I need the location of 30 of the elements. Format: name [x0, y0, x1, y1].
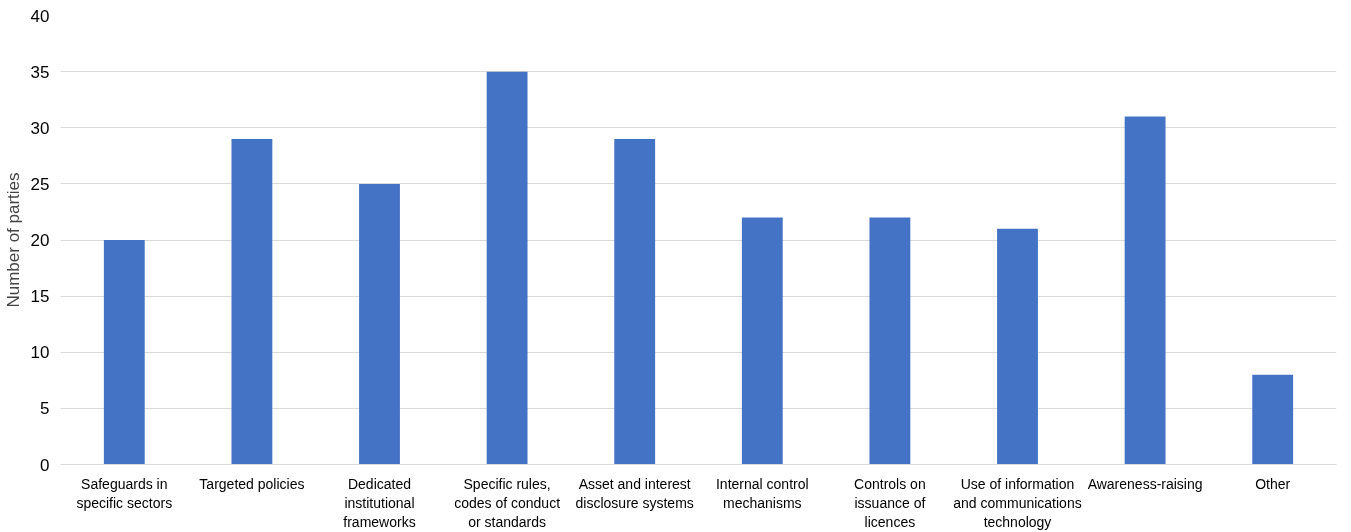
- x-tick-label: Internal control mechanisms: [716, 475, 809, 511]
- x-tick-label: Asset and interest disclosure systems: [575, 475, 694, 511]
- bar: [869, 217, 911, 465]
- y-tick-label: 35: [30, 62, 50, 82]
- bar: [1124, 116, 1166, 465]
- x-tick-label: Awareness-raising: [1087, 475, 1203, 492]
- y-axis-title: Number of parties: [3, 172, 23, 308]
- bar: [359, 183, 400, 465]
- bar: [741, 217, 783, 465]
- x-tick-label: Specific rules, codes of conduct or standards: [454, 475, 561, 530]
- y-tick-label: 0: [40, 455, 50, 475]
- x-tick-label: Controls on issuance of licences: [854, 475, 926, 530]
- y-tick-label: 30: [30, 118, 50, 138]
- y-tick-label: 15: [30, 287, 50, 307]
- x-tick-label: Dedicated institutional frameworks: [343, 475, 416, 530]
- x-tick-label: Use of information and communications technology: [953, 475, 1082, 530]
- y-tick-label: 40: [30, 6, 50, 26]
- bar: [1252, 374, 1294, 465]
- x-tick-label: Other: [1255, 475, 1291, 492]
- bar: [997, 228, 1038, 465]
- x-tick-label: Safeguards in specific sectors: [76, 475, 173, 511]
- y-tick-label: 25: [30, 174, 50, 194]
- bar: [103, 240, 145, 465]
- y-tick-label: 10: [30, 343, 50, 363]
- bar: [231, 138, 273, 465]
- x-tick-label: Targeted policies: [199, 475, 305, 492]
- y-tick-label: 20: [30, 231, 50, 250]
- bar: [614, 138, 656, 465]
- bar: [486, 71, 528, 465]
- y-tick-label: 5: [40, 399, 50, 419]
